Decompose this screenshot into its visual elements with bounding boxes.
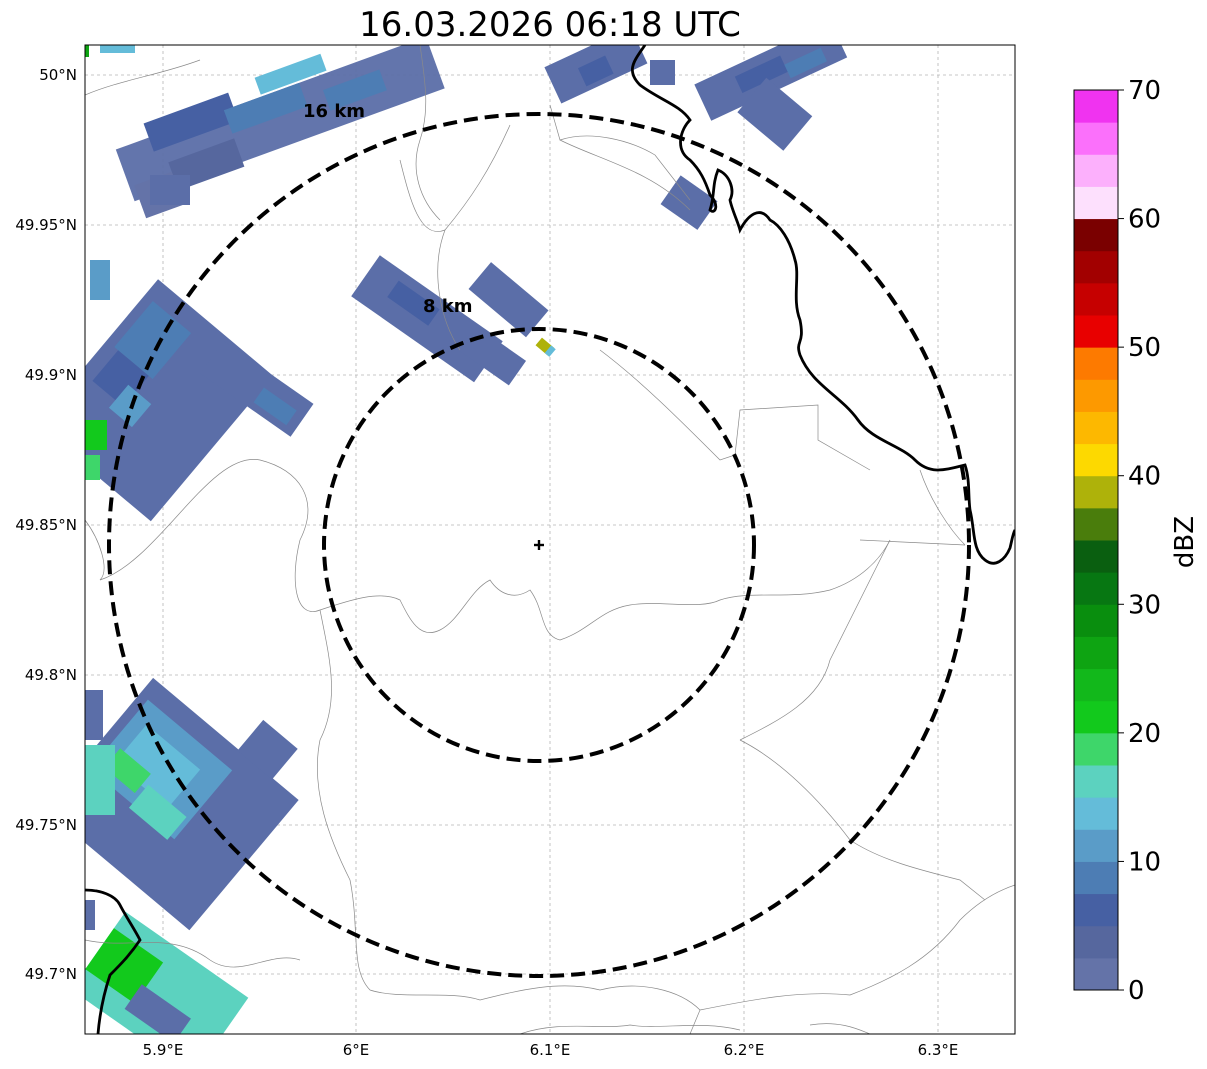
colorbar-frame — [1073, 89, 1119, 991]
colorbar-segments — [1074, 90, 1118, 991]
colorbar-tick-label: 60 — [1128, 205, 1161, 235]
national-borders — [85, 45, 1015, 1034]
lat-tick: 49.85°N — [15, 516, 77, 534]
ring-label-16km: 16 km — [303, 101, 365, 122]
map-title: 16.03.2026 06:18 UTC — [359, 5, 741, 45]
colorbar-segment — [1074, 250, 1118, 284]
colorbar-segment — [1074, 443, 1118, 477]
colorbar-segment — [1074, 572, 1118, 605]
colorbar-tick-label: 40 — [1128, 462, 1161, 492]
colorbar-segment — [1074, 797, 1118, 830]
colorbar-ticks: 0 10 20 30 40 50 60 70 — [1118, 76, 1161, 1006]
colorbar-segment — [1074, 636, 1118, 670]
colorbar-segment — [1074, 540, 1118, 573]
colorbar-segment — [1074, 604, 1118, 637]
colorbar-segment — [1074, 282, 1118, 316]
lon-tick: 6.3°E — [918, 1041, 959, 1059]
colorbar-label: dBZ — [1170, 516, 1200, 568]
lon-tick: 6.2°E — [724, 1041, 765, 1059]
colorbar-segment — [1074, 925, 1118, 959]
lat-tick: 50°N — [39, 66, 77, 84]
lat-tick: 49.9°N — [25, 366, 77, 384]
lat-tick: 49.7°N — [25, 965, 77, 983]
colorbar-tick-label: 0 — [1128, 976, 1145, 1006]
range-rings — [107, 112, 971, 978]
colorbar-segment — [1074, 475, 1118, 509]
lat-tick: 49.8°N — [25, 666, 77, 684]
colorbar-tick-label: 70 — [1128, 76, 1161, 106]
lon-tick: 6.1°E — [530, 1041, 571, 1059]
colorbar-segment — [1074, 765, 1118, 798]
colorbar-tick-label: 10 — [1128, 847, 1161, 877]
colorbar-segment — [1074, 957, 1118, 991]
colorbar-segment — [1074, 732, 1118, 766]
lon-tick: 6°E — [343, 1041, 370, 1059]
lat-tick: 49.75°N — [15, 816, 77, 834]
lat-tick: 49.95°N — [15, 216, 77, 234]
colorbar-segment — [1074, 700, 1118, 734]
colorbar-tick-label: 30 — [1128, 590, 1161, 620]
colorbar-segment — [1074, 90, 1118, 123]
colorbar-segment — [1074, 315, 1118, 348]
range-ring-16km — [107, 112, 971, 978]
colorbar-segment — [1074, 411, 1118, 445]
colorbar-segment — [1074, 347, 1118, 380]
longitude-labels: 5.9°E 6°E 6.1°E 6.2°E 6.3°E — [143, 1041, 959, 1059]
radar-echoes — [85, 45, 848, 1034]
colorbar-segment — [1074, 122, 1118, 155]
lon-tick: 5.9°E — [143, 1041, 184, 1059]
colorbar-segment — [1074, 893, 1118, 927]
colorbar-segment — [1074, 668, 1118, 702]
colorbar-segment — [1074, 379, 1118, 412]
latitude-labels: 50°N 49.95°N 49.9°N 49.85°N 49.8°N 49.75… — [15, 66, 77, 983]
range-ring-8km — [322, 327, 756, 763]
municipal-boundaries — [85, 45, 1015, 1034]
colorbar-segment — [1074, 507, 1118, 541]
colorbar-segment — [1074, 861, 1118, 895]
colorbar-segment — [1074, 186, 1118, 220]
plus-icon — [534, 540, 544, 550]
map-frame — [84, 44, 1016, 1035]
colorbar-segment — [1074, 829, 1118, 862]
colorbar-segment — [1074, 218, 1118, 252]
colorbar-tick-label: 20 — [1128, 719, 1161, 749]
colorbar-segment — [1074, 154, 1118, 187]
ring-label-8km: 8 km — [423, 296, 473, 317]
colorbar-tick-label: 50 — [1128, 333, 1161, 363]
